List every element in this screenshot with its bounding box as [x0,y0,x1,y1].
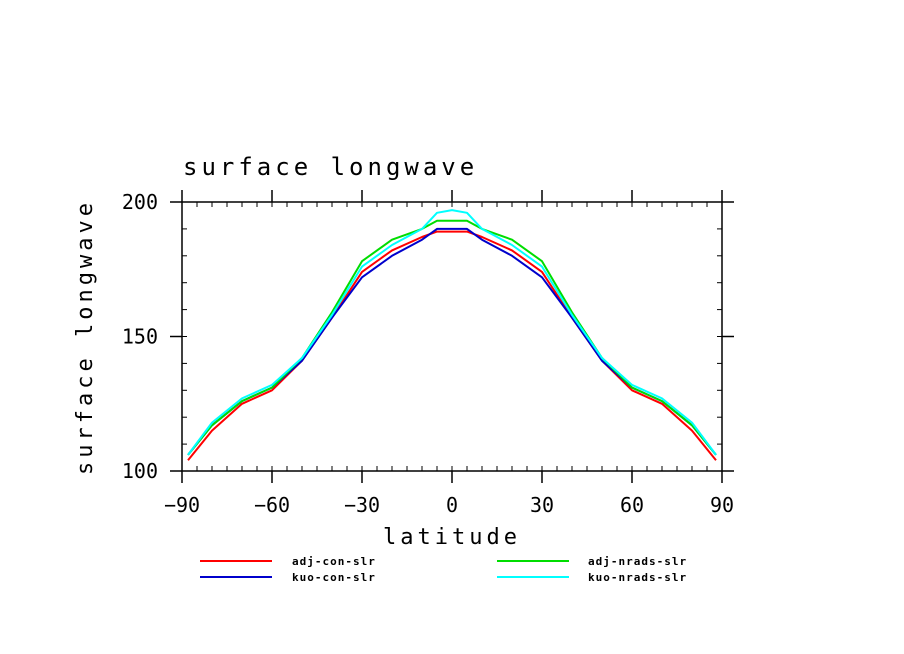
x-axis-label: latitude [383,525,521,550]
chart-title: surface longwave [183,153,478,181]
x-tick-label: 90 [710,493,734,517]
legend: adj-con-slr kuo-con-slr adj-nrads-slr ku… [200,555,687,584]
x-tick-label: 0 [446,493,458,517]
x-tick-label: 60 [620,493,644,517]
legend-label-adj-con-slr: adj-con-slr [292,555,376,568]
series-line-adj-con-slr [187,230,717,461]
x-tick-label: −60 [254,493,290,517]
y-tick-label: 100 [122,459,158,483]
series-line-kuo-con-slr [187,227,717,456]
legend-label-adj-nrads-slr: adj-nrads-slr [588,555,687,568]
plot-area: −90 −60 −30 0 30 60 90 100 150 200 [122,190,734,517]
y-axis-label: surface longwave [73,199,98,475]
x-tick-label: −90 [164,493,200,517]
series-line-kuo-nrads-slr [187,209,717,456]
series-line-adj-nrads-slr [187,219,717,456]
y-tick-label: 200 [122,190,158,214]
legend-label-kuo-con-slr: kuo-con-slr [292,571,376,584]
x-tick-label: −30 [344,493,380,517]
y-tick-label: 150 [122,325,158,349]
legend-label-kuo-nrads-slr: kuo-nrads-slr [588,571,687,584]
plot-frame [181,201,723,472]
x-tick-label: 30 [530,493,554,517]
